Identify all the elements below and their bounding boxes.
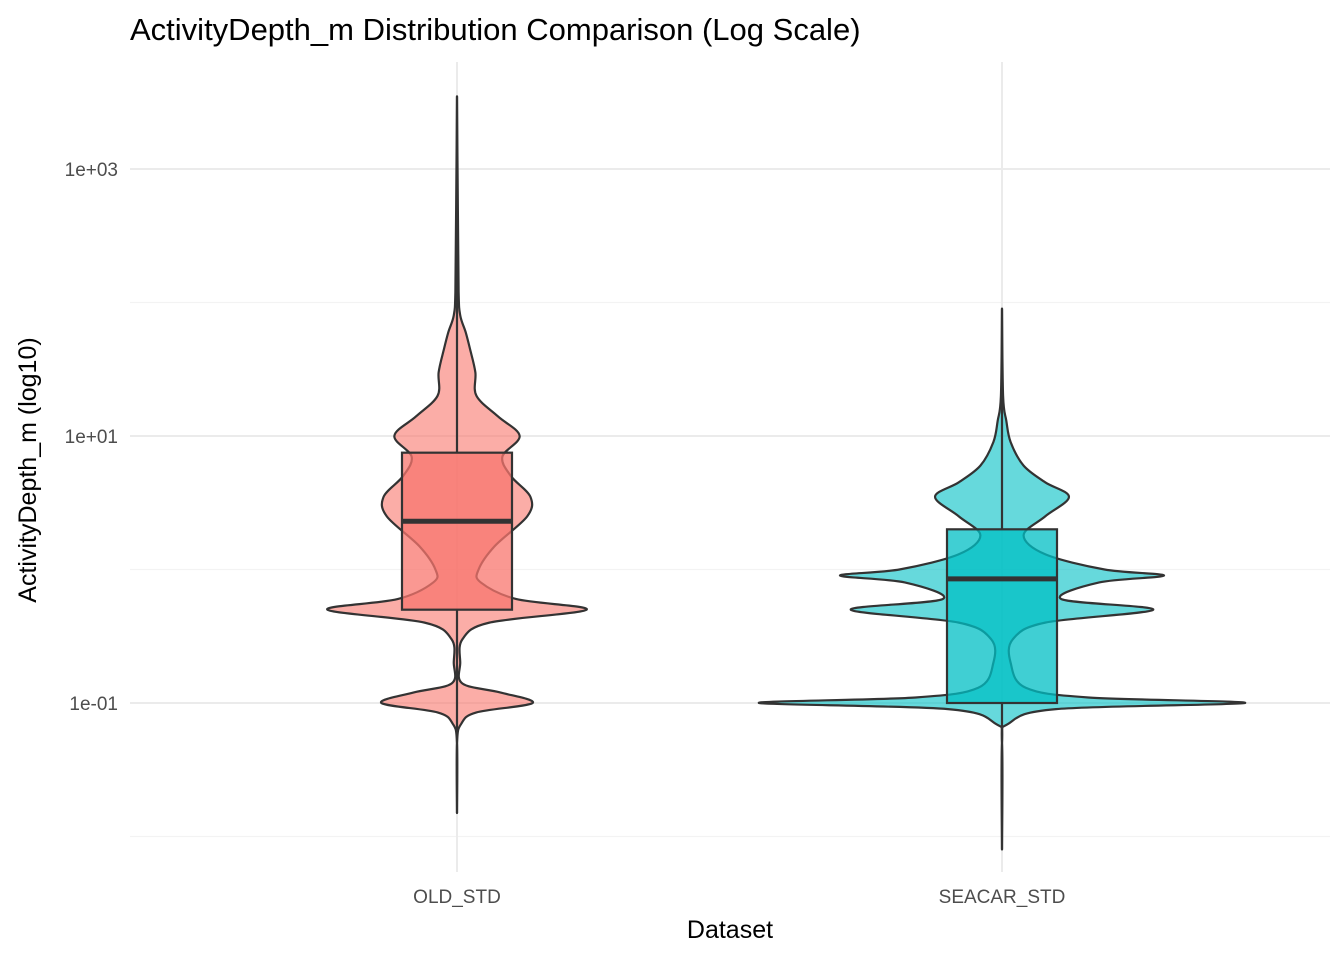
y-tick-label: 1e+03 <box>65 160 118 181</box>
x-tick-labels: OLD_STD SEACAR_STD <box>413 887 1065 908</box>
x-tick-label: SEACAR_STD <box>939 887 1066 908</box>
boxplots <box>400 96 1059 850</box>
major-gridlines <box>130 62 1330 872</box>
y-tick-label: 1e-01 <box>69 694 118 715</box>
box-seacar_std <box>945 528 1059 705</box>
minor-gridlines <box>130 301 1330 838</box>
x-tick-label: OLD_STD <box>413 887 501 908</box>
chart-title: ActivityDepth_m Distribution Comparison … <box>130 12 861 47</box>
y-axis-title: ActivityDepth_m (log10) <box>14 337 42 602</box>
box-old_std <box>400 451 514 611</box>
x-axis-title: Dataset <box>687 916 773 944</box>
y-tick-labels: 1e-01 1e+01 1e+03 <box>65 160 118 715</box>
y-tick-label: 1e+01 <box>65 427 118 448</box>
